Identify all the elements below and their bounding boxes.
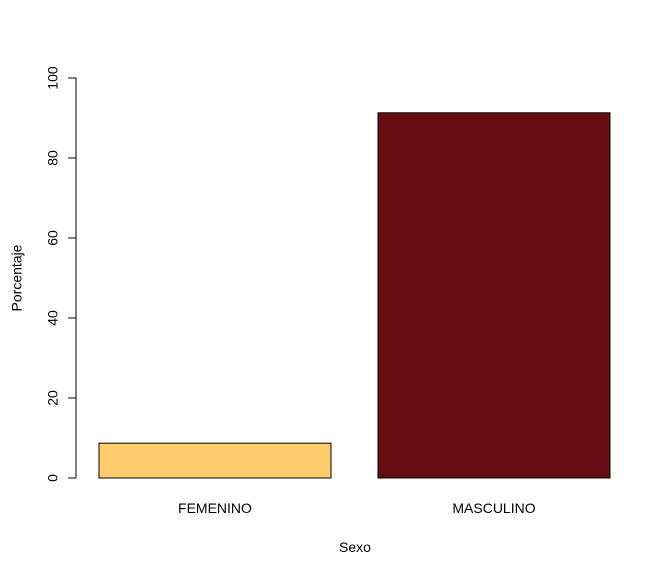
x-axis-title: Sexo — [339, 539, 371, 555]
x-tick-labels: FEMENINO MASCULINO — [178, 500, 536, 516]
y-tick-label: 20 — [45, 390, 61, 406]
y-tick-label: 40 — [45, 310, 61, 326]
y-axis: 0 20 40 60 80 100 — [45, 66, 77, 482]
y-tick-label: 60 — [45, 230, 61, 246]
y-tick-label: 0 — [45, 474, 61, 482]
bar-masculino — [377, 112, 611, 479]
y-axis-title: Porcentaje — [9, 244, 25, 311]
bar-femenino — [98, 442, 332, 479]
bars — [98, 112, 611, 479]
x-tick-label: FEMENINO — [178, 500, 252, 516]
x-tick-label: MASCULINO — [452, 500, 535, 516]
y-tick-label: 80 — [45, 150, 61, 166]
y-tick-label: 100 — [45, 66, 61, 90]
